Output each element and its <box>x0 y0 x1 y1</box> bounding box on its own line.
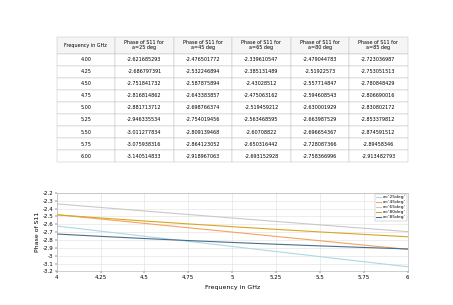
a='45deg' <box>186 226 191 230</box>
a='45deg' <box>142 221 147 225</box>
a='25deg' <box>186 239 191 243</box>
a='25deg' <box>317 255 323 258</box>
a='25deg' <box>142 235 147 238</box>
a='25deg' <box>361 260 366 264</box>
a='25deg' <box>273 250 279 253</box>
a='65deg' <box>273 220 279 223</box>
a='80deg' <box>142 219 147 223</box>
a='85deg' <box>230 241 235 244</box>
a='65deg' <box>230 216 235 220</box>
Legend: a='25deg', a='45deg', a='65deg', a='80deg', a='85deg': a='25deg', a='45deg', a='65deg', a='80de… <box>375 194 407 221</box>
a='85deg' <box>142 237 147 240</box>
a='80deg' <box>230 225 235 228</box>
a='25deg' <box>98 229 103 233</box>
a='45deg' <box>98 217 103 221</box>
a='80deg' <box>98 216 103 220</box>
Y-axis label: Phase of S11: Phase of S11 <box>34 212 39 252</box>
X-axis label: Frequency in GHz: Frequency in GHz <box>205 285 260 290</box>
a='65deg' <box>98 206 103 209</box>
a='80deg' <box>317 230 323 234</box>
a='45deg' <box>54 213 59 217</box>
a='45deg' <box>273 235 279 238</box>
Line: a='80deg': a='80deg' <box>57 215 408 237</box>
a='80deg' <box>405 235 410 239</box>
a='85deg' <box>98 235 103 238</box>
a='85deg' <box>361 246 366 249</box>
Line: a='85deg': a='85deg' <box>57 234 408 249</box>
a='85deg' <box>273 242 279 246</box>
a='65deg' <box>405 230 410 233</box>
a='80deg' <box>361 232 366 236</box>
a='45deg' <box>317 239 323 242</box>
a='65deg' <box>317 223 323 227</box>
a='65deg' <box>186 213 191 216</box>
Line: a='65deg': a='65deg' <box>57 204 408 231</box>
a='65deg' <box>54 202 59 206</box>
a='85deg' <box>317 244 323 248</box>
Line: a='25deg': a='25deg' <box>57 226 408 267</box>
Line: a='45deg': a='45deg' <box>57 215 408 249</box>
a='65deg' <box>142 209 147 213</box>
a='45deg' <box>405 248 410 251</box>
a='85deg' <box>405 247 410 251</box>
a='80deg' <box>186 222 191 226</box>
a='80deg' <box>54 213 59 217</box>
a='45deg' <box>361 243 366 247</box>
a='45deg' <box>230 230 235 234</box>
a='25deg' <box>230 245 235 248</box>
a='85deg' <box>186 239 191 242</box>
a='85deg' <box>54 232 59 236</box>
a='25deg' <box>54 224 59 228</box>
a='25deg' <box>405 265 410 269</box>
a='80deg' <box>273 228 279 231</box>
a='65deg' <box>361 226 366 230</box>
